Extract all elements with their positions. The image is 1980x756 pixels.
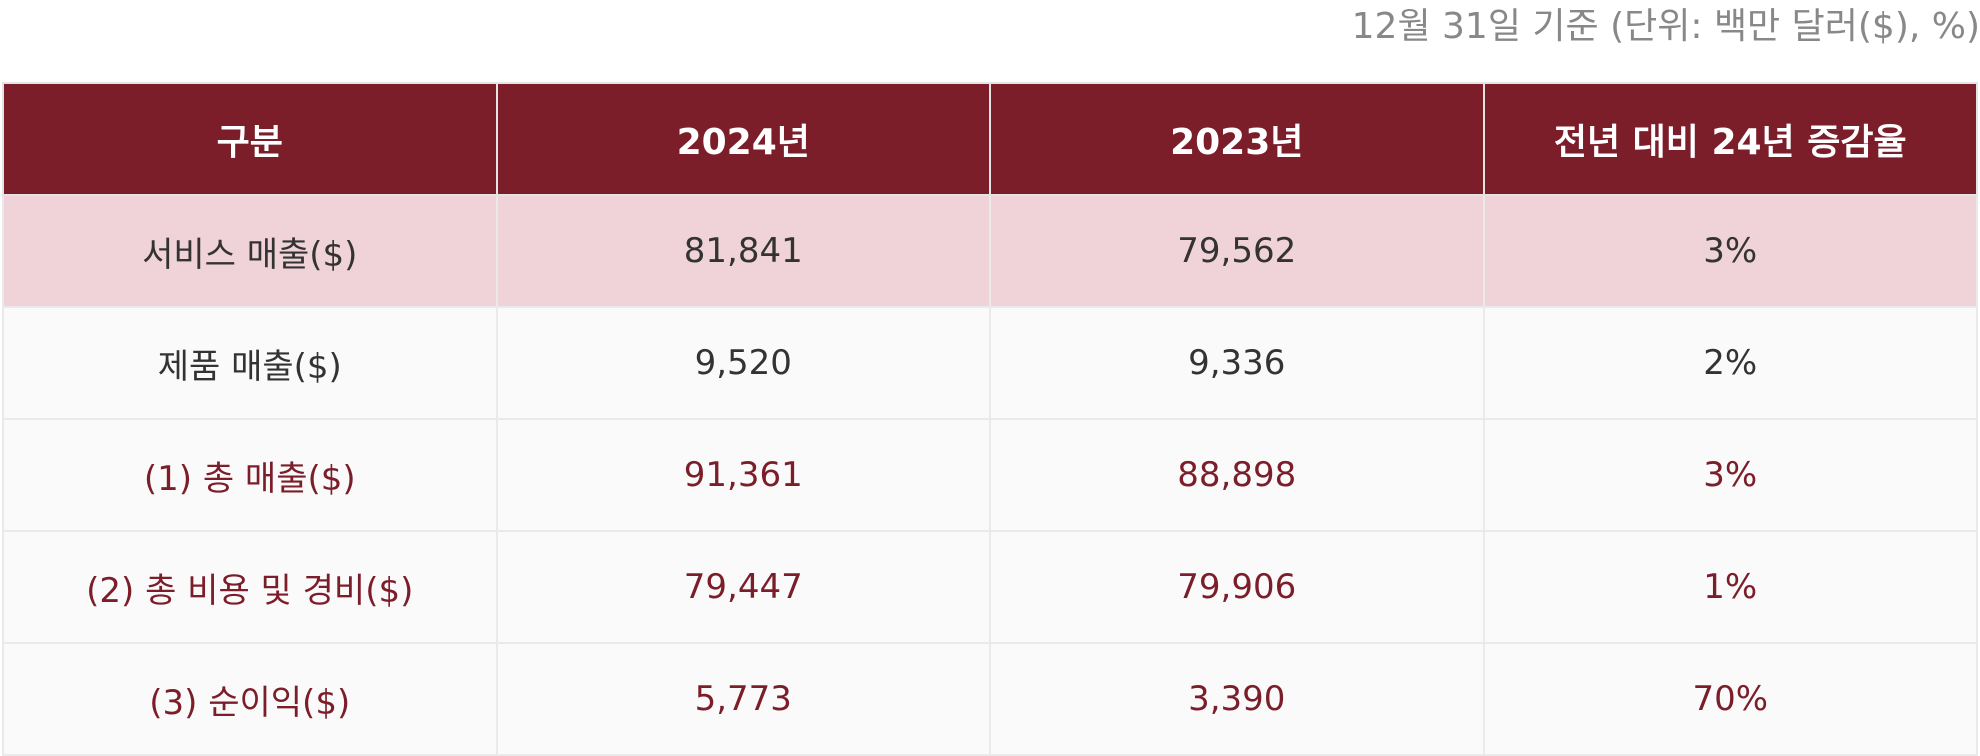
header-2023: 2023년 — [989, 82, 1485, 196]
table-row-net-income: (3) 순이익($) 5,773 3,390 70% — [2, 642, 1978, 756]
cell-2024: 9,520 — [495, 306, 991, 420]
table-row-total-expenses: (2) 총 비용 및 경비($) 79,447 79,906 1% — [2, 530, 1978, 644]
cell-2023: 79,906 — [989, 530, 1485, 644]
cell-category: 서비스 매출($) — [2, 194, 498, 308]
cell-category: (3) 순이익($) — [2, 642, 498, 756]
cell-change: 2% — [1482, 306, 1978, 420]
cell-2024: 81,841 — [495, 194, 991, 308]
cell-2023: 3,390 — [989, 642, 1485, 756]
header-2024: 2024년 — [495, 82, 991, 196]
cell-2023: 79,562 — [989, 194, 1485, 308]
unit-note: 12월 31일 기준 (단위: 백만 달러($), %) — [1351, 6, 1980, 47]
cell-change: 3% — [1482, 418, 1978, 532]
cell-category: (1) 총 매출($) — [2, 418, 498, 532]
cell-2024: 91,361 — [495, 418, 991, 532]
cell-change: 1% — [1482, 530, 1978, 644]
cell-category: 제품 매출($) — [2, 306, 498, 420]
cell-category: (2) 총 비용 및 경비($) — [2, 530, 498, 644]
table-row-total-revenue: (1) 총 매출($) 91,361 88,898 3% — [2, 418, 1978, 532]
cell-2024: 79,447 — [495, 530, 991, 644]
cell-change: 3% — [1482, 194, 1978, 308]
financial-table-container: 구분 2024년 2023년 전년 대비 24년 증감율 서비스 매출($) 8… — [2, 82, 1978, 756]
header-change: 전년 대비 24년 증감율 — [1482, 82, 1978, 196]
cell-2024: 5,773 — [495, 642, 991, 756]
table-row-product-revenue: 제품 매출($) 9,520 9,336 2% — [2, 306, 1978, 420]
cell-2023: 88,898 — [989, 418, 1485, 532]
cell-change: 70% — [1482, 642, 1978, 756]
financial-table: 구분 2024년 2023년 전년 대비 24년 증감율 서비스 매출($) 8… — [2, 82, 1978, 756]
header-category: 구분 — [2, 82, 498, 196]
table-row-service-revenue: 서비스 매출($) 81,841 79,562 3% — [2, 194, 1978, 308]
cell-2023: 9,336 — [989, 306, 1485, 420]
table-header-row: 구분 2024년 2023년 전년 대비 24년 증감율 — [2, 82, 1978, 196]
